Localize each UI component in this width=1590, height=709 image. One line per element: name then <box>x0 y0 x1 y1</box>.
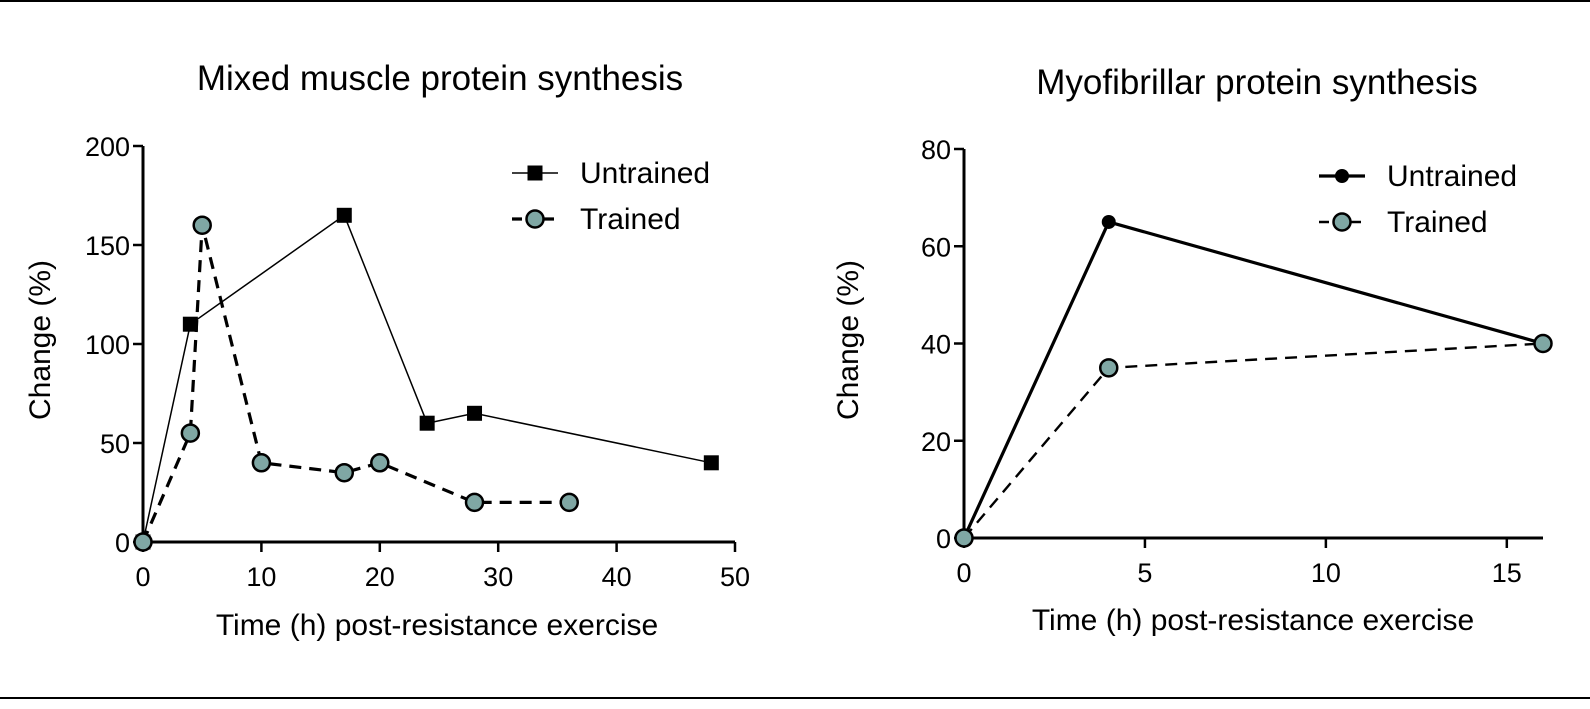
series-line-trained <box>141 224 570 543</box>
y-axis-label: Change (%) <box>24 260 57 420</box>
legend-marker <box>525 209 545 229</box>
series-layer <box>133 207 719 552</box>
data-point-trained <box>954 528 974 548</box>
y-axis-label: Change (%) <box>832 260 865 420</box>
axes: 0 10 20 30 40 50 0 50 100 150 200 <box>85 132 750 592</box>
data-point-untrained <box>703 455 719 471</box>
legend-label: Trained <box>1387 206 1488 239</box>
x-tick-label: 15 <box>1492 558 1522 588</box>
legend-marker <box>1335 169 1349 183</box>
data-point-trained <box>559 492 579 513</box>
data-point-untrained <box>182 316 198 332</box>
legend-label: Untrained <box>580 157 710 190</box>
y-tick-label: 150 <box>85 231 130 261</box>
data-point-trained <box>370 453 390 473</box>
legend: Untrained Trained <box>512 157 710 236</box>
data-point-trained <box>334 462 355 483</box>
legend-item-trained: Trained <box>512 203 681 236</box>
y-tick-label: 20 <box>921 427 951 457</box>
x-tick-label: 10 <box>246 562 276 592</box>
data-point-trained <box>1099 358 1119 378</box>
data-point-untrained <box>419 415 435 431</box>
x-tick-label: 0 <box>956 558 971 588</box>
data-point-trained <box>180 423 201 443</box>
data-point-trained <box>464 492 485 513</box>
series-line-untrained <box>962 220 1544 539</box>
x-tick-label: 5 <box>1137 558 1152 588</box>
data-point-trained <box>1533 333 1553 354</box>
data-point-trained <box>192 215 212 235</box>
data-point-trained <box>251 453 272 473</box>
legend-label: Untrained <box>1387 160 1517 193</box>
x-tick-label: 50 <box>720 562 750 592</box>
legend: Untrained Trained <box>1319 160 1517 239</box>
data-point-untrained <box>1101 214 1116 229</box>
series-layer <box>954 214 1553 548</box>
y-tick-label: 0 <box>115 528 130 558</box>
chart-title: Mixed muscle protein synthesis <box>197 59 683 98</box>
legend-item-untrained: Untrained <box>512 157 710 190</box>
y-tick-label: 40 <box>921 330 951 360</box>
legend-marker <box>1332 212 1352 232</box>
series-trained <box>954 333 1553 548</box>
y-tick-label: 80 <box>921 135 951 165</box>
series-line-trained <box>963 342 1544 539</box>
x-tick-label: 40 <box>602 562 632 592</box>
series-line-untrained <box>142 214 712 543</box>
x-tick-label: 0 <box>135 562 150 592</box>
series-untrained <box>135 207 719 550</box>
y-tick-label: 200 <box>85 132 130 162</box>
series-trained <box>133 215 579 552</box>
y-tick-label: 0 <box>936 524 951 554</box>
y-tick-label: 60 <box>921 232 951 262</box>
x-axis-label: Time (h) post-resistance exercise <box>1032 604 1474 637</box>
legend-label: Trained <box>580 203 681 236</box>
x-tick-label: 10 <box>1311 558 1341 588</box>
chart-title: Myofibrillar protein synthesis <box>1036 63 1478 102</box>
y-tick-label: 100 <box>85 330 130 360</box>
series-untrained <box>957 214 1550 545</box>
x-tick-label: 20 <box>365 562 395 592</box>
x-tick-label: 30 <box>483 562 513 592</box>
y-tick-label: 50 <box>100 429 130 459</box>
data-point-untrained <box>467 405 483 421</box>
legend-item-untrained: Untrained <box>1319 160 1517 193</box>
legend-marker <box>527 165 543 181</box>
data-point-trained <box>133 532 153 552</box>
data-point-untrained <box>336 207 352 223</box>
x-axis-label: Time (h) post-resistance exercise <box>216 609 658 642</box>
chart-myofibrillar-protein-synthesis: Myofibrillar protein synthesis Time (h) … <box>832 63 1553 637</box>
legend-item-trained: Trained <box>1319 206 1488 239</box>
chart-mixed-muscle-protein-synthesis: Mixed muscle protein synthesis Time (h) … <box>24 59 750 642</box>
